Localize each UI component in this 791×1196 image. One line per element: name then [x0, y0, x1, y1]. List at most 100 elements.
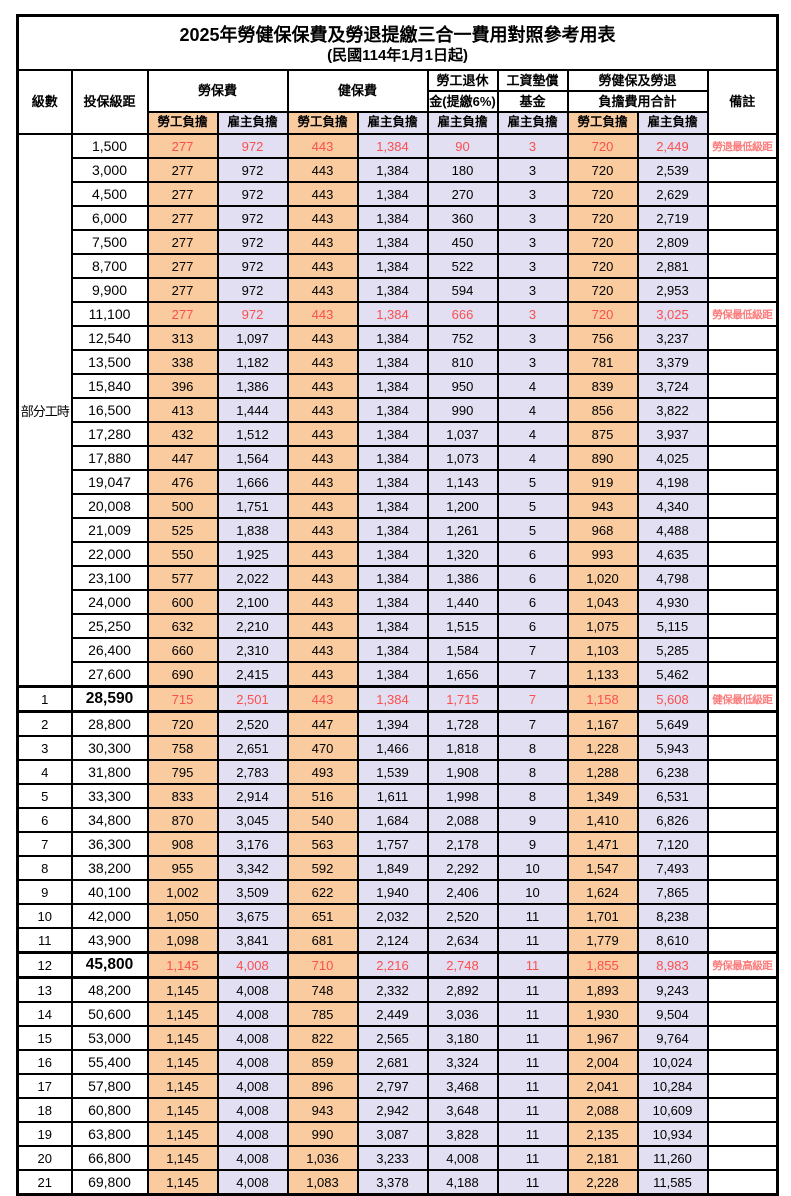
value-cell: 277 — [146, 229, 219, 255]
remark-cell — [706, 205, 779, 231]
value-cell: 8 — [496, 735, 569, 761]
level-cell: 11 — [16, 927, 73, 954]
value-cell: 2,629 — [636, 181, 709, 207]
remark-cell — [706, 735, 779, 761]
value-cell: 4,025 — [636, 445, 709, 471]
value-cell: 500 — [146, 493, 219, 519]
col-header-level: 級數 — [16, 69, 73, 135]
value-cell: 1,145 — [146, 1001, 219, 1027]
value-cell: 1,384 — [356, 253, 429, 279]
value-cell: 1,751 — [216, 493, 289, 519]
table-row: 27,600 690 2,415 443 1,384 1,656 7 1,133 5,462 — [18, 661, 779, 688]
value-cell: 990 — [286, 1121, 359, 1147]
value-cell: 11 — [496, 1025, 569, 1051]
value-cell: 2,004 — [566, 1049, 639, 1075]
value-cell: 3 — [496, 277, 569, 303]
subheader-total-employer: 雇主負擔 — [636, 111, 709, 135]
value-cell: 443 — [286, 157, 359, 183]
value-cell: 1,167 — [566, 710, 639, 737]
remark-cell — [706, 637, 779, 663]
value-cell: 1,133 — [566, 661, 639, 688]
value-cell: 1,145 — [146, 976, 219, 1003]
table-row: 2 28,800 720 2,520 447 1,394 1,728 7 1,167 5,649 — [16, 710, 779, 737]
value-cell: 443 — [286, 613, 359, 639]
value-cell: 651 — [286, 903, 359, 929]
value-cell: 432 — [146, 421, 219, 447]
level-cell: 21 — [16, 1169, 73, 1196]
bracket-cell: 15,840 — [70, 373, 149, 399]
value-cell: 470 — [286, 735, 359, 761]
value-cell: 10,024 — [636, 1049, 709, 1075]
value-cell: 715 — [146, 685, 219, 713]
value-cell: 270 — [426, 181, 499, 207]
table-row: 8,700 277 972 443 1,384 522 3 720 2,881 — [18, 253, 779, 279]
bracket-cell: 26,400 — [70, 637, 149, 663]
remark-cell: 勞退最低級距 — [706, 133, 779, 159]
value-cell: 1,539 — [356, 759, 429, 785]
value-cell: 7 — [496, 661, 569, 688]
value-cell: 443 — [286, 469, 359, 495]
value-cell: 810 — [426, 349, 499, 375]
value-cell: 2,809 — [636, 229, 709, 255]
value-cell: 3,176 — [216, 831, 289, 857]
value-cell: 666 — [426, 301, 499, 327]
table-row: 17,280 432 1,512 443 1,384 1,037 4 875 3,937 — [18, 421, 779, 447]
value-cell: 11 — [496, 951, 569, 979]
value-cell: 1,564 — [216, 445, 289, 471]
table-row: 8 38,200 955 3,342 592 1,849 2,292 10 1,547 7,493 — [16, 855, 779, 881]
bracket-cell: 53,000 — [70, 1025, 149, 1051]
level-cell: 19 — [16, 1121, 73, 1147]
value-cell: 443 — [286, 325, 359, 351]
table-row: 9 40,100 1,002 3,509 622 1,940 2,406 10 1,624 7,8… — [16, 879, 779, 905]
value-cell: 3 — [496, 157, 569, 183]
bracket-cell: 8,700 — [70, 253, 149, 279]
value-cell: 2,942 — [356, 1097, 429, 1123]
level-cell: 14 — [16, 1001, 73, 1027]
value-cell: 622 — [286, 879, 359, 905]
value-cell: 720 — [146, 710, 219, 737]
value-cell: 1,020 — [566, 565, 639, 591]
value-cell: 1,818 — [426, 735, 499, 761]
value-cell: 6 — [496, 541, 569, 567]
bracket-cell: 4,500 — [70, 181, 149, 207]
value-cell: 1,728 — [426, 710, 499, 737]
value-cell: 4,008 — [216, 1121, 289, 1147]
value-cell: 443 — [286, 301, 359, 327]
col-header-total-line2: 負擔費用合計 — [566, 90, 709, 113]
value-cell: 720 — [566, 157, 639, 183]
value-cell: 1,261 — [426, 517, 499, 543]
value-cell: 2,032 — [356, 903, 429, 929]
value-cell: 8,238 — [636, 903, 709, 929]
level-cell: 12 — [16, 951, 73, 979]
remark-cell — [706, 373, 779, 399]
value-cell: 3,237 — [636, 325, 709, 351]
value-cell: 660 — [146, 637, 219, 663]
value-cell: 756 — [566, 325, 639, 351]
value-cell: 2,881 — [636, 253, 709, 279]
value-cell: 1,145 — [146, 1169, 219, 1196]
value-cell: 1,925 — [216, 541, 289, 567]
value-cell: 10,284 — [636, 1073, 709, 1099]
value-cell: 11 — [496, 976, 569, 1003]
remark-cell — [706, 1145, 779, 1171]
remark-cell — [706, 517, 779, 543]
col-header-pension-line1: 勞工退休 — [426, 69, 499, 92]
level-cell: 16 — [16, 1049, 73, 1075]
value-cell: 6 — [496, 565, 569, 591]
col-header-total-line1: 勞健保及勞退 — [566, 69, 709, 92]
bracket-cell: 17,880 — [70, 445, 149, 471]
value-cell: 443 — [286, 229, 359, 255]
value-cell: 4,488 — [636, 517, 709, 543]
value-cell: 1,611 — [356, 783, 429, 809]
value-cell: 4,635 — [636, 541, 709, 567]
value-cell: 1,624 — [566, 879, 639, 905]
value-cell: 11 — [496, 1097, 569, 1123]
value-cell: 4,008 — [216, 1049, 289, 1075]
value-cell: 1,145 — [146, 1049, 219, 1075]
value-cell: 2,651 — [216, 735, 289, 761]
value-cell: 2,135 — [566, 1121, 639, 1147]
value-cell: 443 — [286, 133, 359, 159]
value-cell: 1,384 — [356, 421, 429, 447]
value-cell: 592 — [286, 855, 359, 881]
value-cell: 1,940 — [356, 879, 429, 905]
